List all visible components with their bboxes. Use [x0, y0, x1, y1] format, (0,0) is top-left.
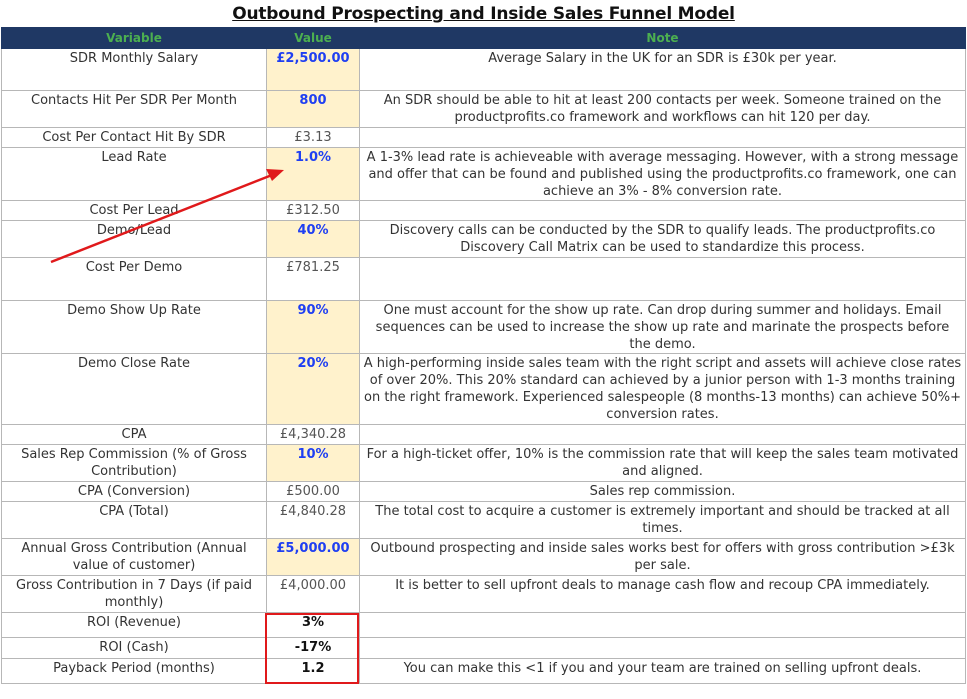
table-row: Cost Per Lead £312.50 — [1, 200, 966, 221]
input-value-cell[interactable]: £5,000.00 — [266, 538, 360, 576]
note-cell[interactable]: Discovery calls can be conducted by the … — [359, 220, 966, 258]
note-cell[interactable]: Average Salary in the UK for an SDR is £… — [359, 48, 966, 91]
table-row: Cost Per Contact Hit By SDR £3.13 — [1, 127, 966, 148]
variable-cell[interactable]: SDR Monthly Salary — [1, 48, 267, 91]
note-cell[interactable]: An SDR should be able to hit at least 20… — [359, 90, 966, 128]
input-value-cell[interactable]: 20% — [266, 353, 360, 425]
variable-cell[interactable]: Cost Per Contact Hit By SDR — [1, 127, 267, 148]
sheet-title: Outbound Prospecting and Inside Sales Fu… — [232, 4, 735, 24]
table-row: Gross Contribution in 7 Days (if paid mo… — [1, 575, 966, 613]
table-row: CPA (Total) £4,840.28 The total cost to … — [1, 501, 966, 539]
variable-cell[interactable]: ROI (Revenue) — [1, 612, 267, 638]
note-cell[interactable] — [359, 612, 966, 638]
note-cell[interactable]: A 1-3% lead rate is achieveable with ave… — [359, 147, 966, 201]
variable-cell[interactable]: Lead Rate — [1, 147, 267, 201]
note-cell[interactable]: Sales rep commission. — [359, 481, 966, 502]
note-cell[interactable] — [359, 257, 966, 301]
header-value: Value — [266, 27, 360, 49]
variable-cell[interactable]: ROI (Cash) — [1, 637, 267, 659]
calculated-value-cell[interactable]: £4,340.28 — [266, 424, 360, 445]
results-highlight-box — [265, 613, 359, 684]
variable-cell[interactable]: Gross Contribution in 7 Days (if paid mo… — [1, 575, 267, 613]
table-row: CPA (Conversion) £500.00 Sales rep commi… — [1, 481, 966, 502]
input-value-cell[interactable]: £2,500.00 — [266, 48, 360, 91]
variable-cell[interactable]: Demo/Lead — [1, 220, 267, 258]
table-row: SDR Monthly Salary £2,500.00 Average Sal… — [1, 48, 966, 91]
calculated-value-cell[interactable]: £781.25 — [266, 257, 360, 301]
calculated-value-cell[interactable]: £4,840.28 — [266, 501, 360, 539]
variable-cell[interactable]: Contacts Hit Per SDR Per Month — [1, 90, 267, 128]
table-row: Sales Rep Commission (% of Gross Contrib… — [1, 444, 966, 482]
note-cell[interactable] — [359, 424, 966, 445]
note-cell[interactable]: You can make this <1 if you and your tea… — [359, 658, 966, 684]
table-row: Payback Period (months) 1.2 You can make… — [1, 658, 966, 684]
table-row: Demo Show Up Rate 90% One must account f… — [1, 300, 966, 354]
header-row: Variable Value Note — [1, 27, 966, 49]
table-row: Demo Close Rate 20% A high-performing in… — [1, 353, 966, 425]
input-value-cell[interactable]: 800 — [266, 90, 360, 128]
table-row: Lead Rate 1.0% A 1-3% lead rate is achie… — [1, 147, 966, 201]
note-cell[interactable] — [359, 127, 966, 148]
variable-cell[interactable]: CPA — [1, 424, 267, 445]
input-value-cell[interactable]: 90% — [266, 300, 360, 354]
variable-cell[interactable]: CPA (Total) — [1, 501, 267, 539]
calculated-value-cell[interactable]: £312.50 — [266, 200, 360, 221]
variable-cell[interactable]: Payback Period (months) — [1, 658, 267, 684]
calculated-value-cell[interactable]: £500.00 — [266, 481, 360, 502]
funnel-model-table: Variable Value Note SDR Monthly Salary £… — [1, 27, 966, 684]
header-variable: Variable — [1, 27, 267, 49]
header-note: Note — [359, 27, 966, 49]
table-row: ROI (Cash) -17% — [1, 637, 966, 659]
note-cell[interactable]: The total cost to acquire a customer is … — [359, 501, 966, 539]
input-value-cell[interactable]: 1.0% — [266, 147, 360, 201]
table-row: Demo/Lead 40% Discovery calls can be con… — [1, 220, 966, 258]
variable-cell[interactable]: Demo Close Rate — [1, 353, 267, 425]
calculated-value-cell[interactable]: £3.13 — [266, 127, 360, 148]
table-row: Annual Gross Contribution (Annual value … — [1, 538, 966, 576]
input-value-cell[interactable]: 10% — [266, 444, 360, 482]
table-row: CPA £4,340.28 — [1, 424, 966, 445]
note-cell[interactable] — [359, 200, 966, 221]
variable-cell[interactable]: Cost Per Demo — [1, 257, 267, 301]
note-cell[interactable]: It is better to sell upfront deals to ma… — [359, 575, 966, 613]
table-row: Contacts Hit Per SDR Per Month 800 An SD… — [1, 90, 966, 128]
note-cell[interactable]: For a high-ticket offer, 10% is the comm… — [359, 444, 966, 482]
note-cell[interactable] — [359, 637, 966, 659]
variable-cell[interactable]: Cost Per Lead — [1, 200, 267, 221]
note-cell[interactable]: One must account for the show up rate. C… — [359, 300, 966, 354]
variable-cell[interactable]: CPA (Conversion) — [1, 481, 267, 502]
variable-cell[interactable]: Annual Gross Contribution (Annual value … — [1, 538, 267, 576]
result-value-cell[interactable]: -17% — [266, 637, 360, 659]
table-row: ROI (Revenue) 3% — [1, 612, 966, 638]
note-cell[interactable]: Outbound prospecting and inside sales wo… — [359, 538, 966, 576]
result-value-cell[interactable]: 3% — [266, 612, 360, 638]
note-cell[interactable]: A high-performing inside sales team with… — [359, 353, 966, 425]
table-row: Cost Per Demo £781.25 — [1, 257, 966, 301]
variable-cell[interactable]: Demo Show Up Rate — [1, 300, 267, 354]
input-value-cell[interactable]: 40% — [266, 220, 360, 258]
variable-cell[interactable]: Sales Rep Commission (% of Gross Contrib… — [1, 444, 267, 482]
calculated-value-cell[interactable]: £4,000.00 — [266, 575, 360, 613]
